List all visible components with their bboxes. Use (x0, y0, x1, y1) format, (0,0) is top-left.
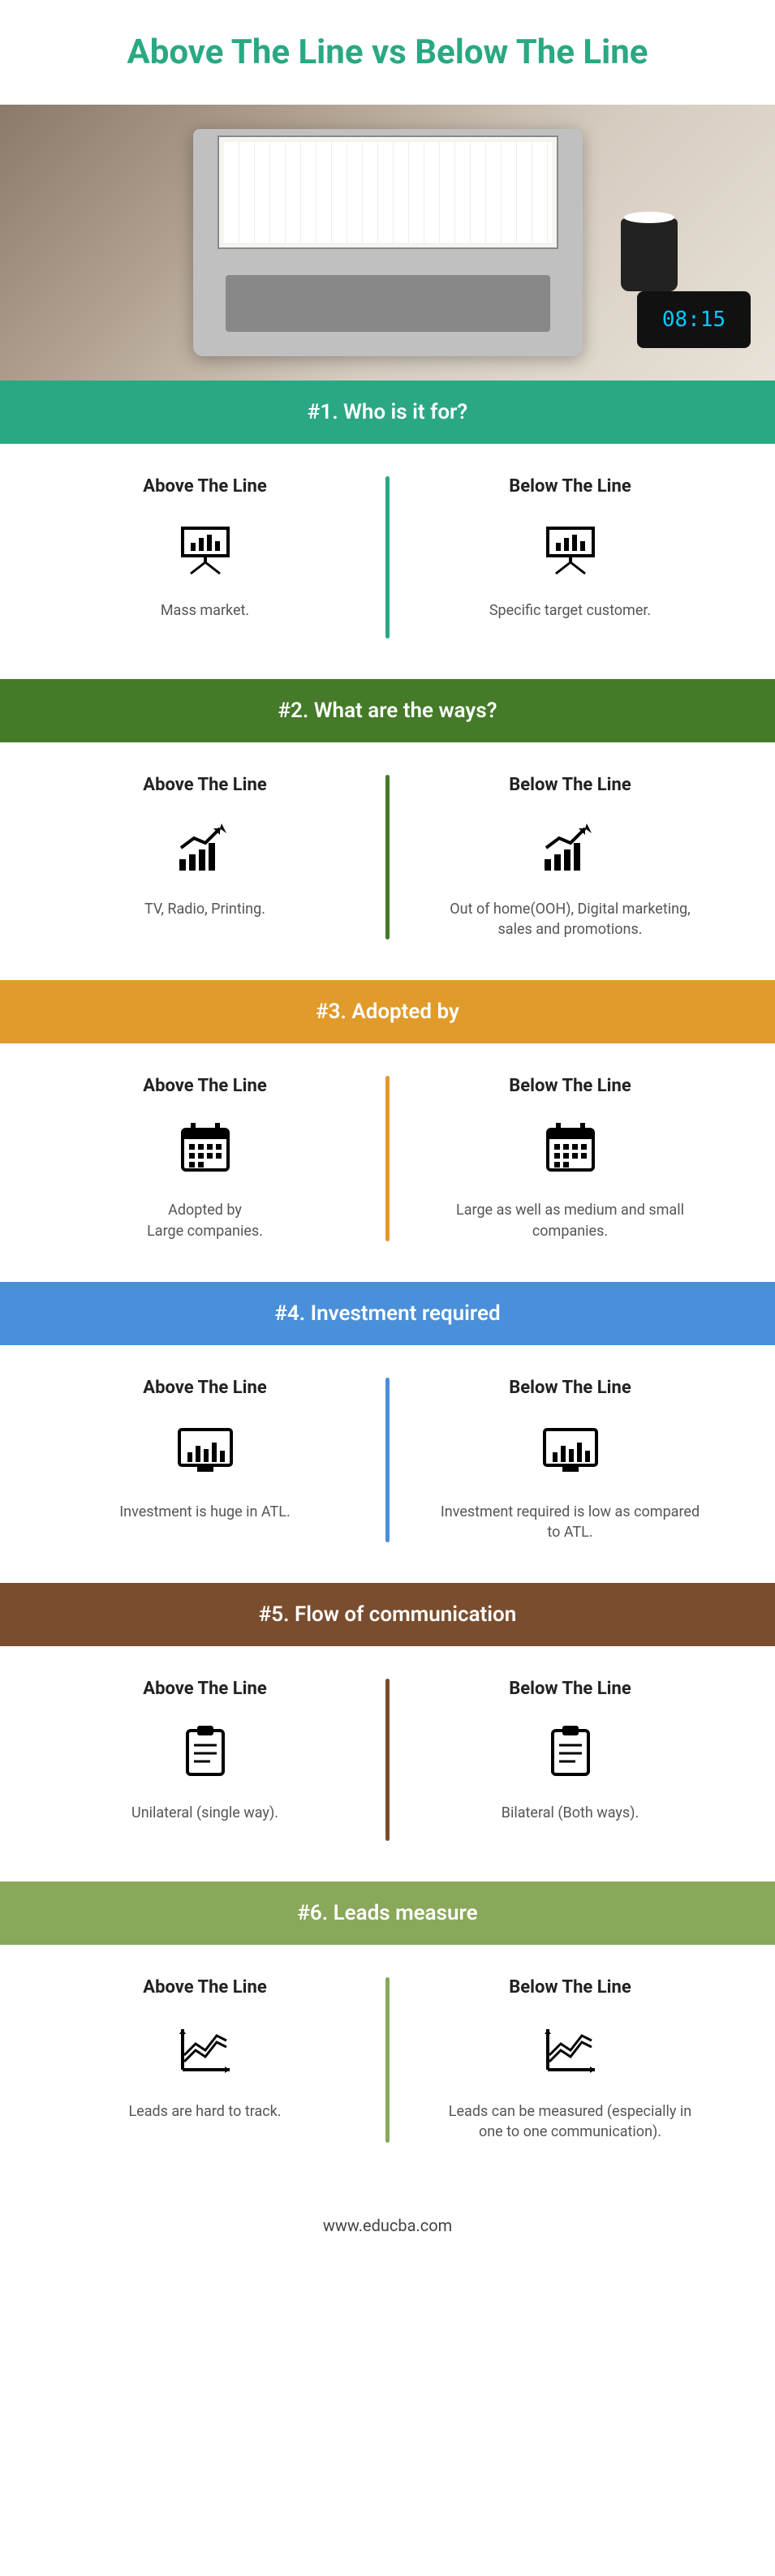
above-text: Adopted by Large companies. (147, 1200, 263, 1241)
column-heading-below: Below The Line (509, 1679, 631, 1699)
growth-icon (538, 819, 603, 875)
section-header-2: #2. What are the ways? (0, 679, 775, 742)
above-text: Investment is huge in ATL. (119, 1502, 290, 1522)
column-above: Above The Line Unilateral (single way). (32, 1679, 377, 1841)
column-above: Above The Line Adopted by Large companies… (32, 1076, 377, 1241)
icon-wrap (169, 1116, 242, 1180)
divider (385, 1679, 390, 1841)
section-header-4: #4. Investment required (0, 1282, 775, 1345)
header: Above The Line vs Below The Line (0, 0, 775, 105)
hero-keyboard (226, 275, 550, 332)
icon-wrap (534, 815, 607, 879)
barscreen-icon (173, 1421, 238, 1478)
icon-wrap (169, 1718, 242, 1783)
column-below: Below The Line Specific target customer. (398, 476, 743, 639)
column-below: Below The Line Investment required is low… (398, 1378, 743, 1542)
presentation-icon (538, 520, 603, 577)
column-heading-below: Below The Line (509, 1977, 631, 1998)
comparison-row-5: Above The Line Unilateral (single way). Be… (0, 1646, 775, 1881)
hero-clock-time: 08:15 (662, 307, 725, 332)
icon-wrap (534, 1116, 607, 1180)
divider (385, 775, 390, 940)
hero-spreadsheet (224, 142, 552, 243)
column-heading-below: Below The Line (509, 476, 631, 497)
clipboard-icon (173, 1722, 238, 1779)
column-above: Above The Line TV, Radio, Printing. (32, 775, 377, 940)
below-text: Large as well as medium and small compan… (441, 1200, 700, 1241)
below-text: Out of home(OOH), Digital marketing, sal… (441, 899, 700, 940)
section-header-1: #1. Who is it for? (0, 381, 775, 444)
hero-phone-clock: 08:15 (637, 291, 751, 348)
section-header-5: #5. Flow of communication (0, 1583, 775, 1646)
column-heading-below: Below The Line (509, 775, 631, 795)
icon-wrap (169, 1417, 242, 1482)
column-below: Below The Line Out of home(OOH), Digital … (398, 775, 743, 940)
column-above: Above The Line Leads are hard to track. (32, 1977, 377, 2142)
above-text: Leads are hard to track. (128, 2101, 281, 2122)
column-below: Below The Line Large as well as medium an… (398, 1076, 743, 1241)
divider (385, 1977, 390, 2142)
above-text: TV, Radio, Printing. (144, 899, 265, 919)
presentation-icon (173, 520, 238, 577)
comparison-row-3: Above The Line Adopted by Large companies… (0, 1043, 775, 1281)
column-heading-above: Above The Line (143, 1378, 266, 1398)
column-heading-below: Below The Line (509, 1378, 631, 1398)
clipboard-icon (538, 1722, 603, 1779)
section-header-3: #3. Adopted by (0, 980, 775, 1043)
barscreen-icon (538, 1421, 603, 1478)
comparison-row-4: Above The Line Investment is huge in ATL.… (0, 1345, 775, 1583)
icon-wrap (534, 2017, 607, 2082)
hero-laptop (193, 129, 583, 356)
column-below: Below The Line Leads can be measured (esp… (398, 1977, 743, 2142)
icon-wrap (534, 1417, 607, 1482)
hero-image: 08:15 (0, 105, 775, 381)
column-heading-above: Above The Line (143, 476, 266, 497)
divider (385, 1076, 390, 1241)
hero-coffee-cup (621, 218, 678, 291)
page-title: Above The Line vs Below The Line (16, 32, 759, 72)
icon-wrap (169, 2017, 242, 2082)
below-text: Bilateral (Both ways). (502, 1803, 639, 1823)
icon-wrap (534, 516, 607, 581)
calendar-icon (538, 1120, 603, 1176)
column-heading-above: Above The Line (143, 1076, 266, 1096)
icon-wrap (534, 1718, 607, 1783)
column-heading-above: Above The Line (143, 1977, 266, 1998)
column-below: Below The Line Bilateral (Both ways). (398, 1679, 743, 1841)
column-heading-below: Below The Line (509, 1076, 631, 1096)
comparison-row-6: Above The Line Leads are hard to track. Be… (0, 1945, 775, 2183)
icon-wrap (169, 516, 242, 581)
calendar-icon (173, 1120, 238, 1176)
below-text: Investment required is low as compared t… (441, 1502, 700, 1542)
below-text: Specific target customer. (489, 600, 651, 621)
footer: www.educba.com (0, 2183, 775, 2284)
linechart-icon (173, 2021, 238, 2078)
column-above: Above The Line Mass market. (32, 476, 377, 639)
column-above: Above The Line Investment is huge in ATL. (32, 1378, 377, 1542)
footer-url: www.educba.com (323, 2216, 452, 2235)
comparison-row-1: Above The Line Mass market. Below The Line… (0, 444, 775, 679)
linechart-icon (538, 2021, 603, 2078)
comparison-row-2: Above The Line TV, Radio, Printing. Below … (0, 742, 775, 980)
divider (385, 476, 390, 639)
above-text: Mass market. (161, 600, 249, 621)
icon-wrap (169, 815, 242, 879)
divider (385, 1378, 390, 1542)
column-heading-above: Above The Line (143, 1679, 266, 1699)
section-header-6: #6. Leads measure (0, 1881, 775, 1945)
growth-icon (173, 819, 238, 875)
above-text: Unilateral (single way). (131, 1803, 278, 1823)
below-text: Leads can be measured (especially in one… (441, 2101, 700, 2142)
column-heading-above: Above The Line (143, 775, 266, 795)
hero-screen (217, 135, 558, 249)
